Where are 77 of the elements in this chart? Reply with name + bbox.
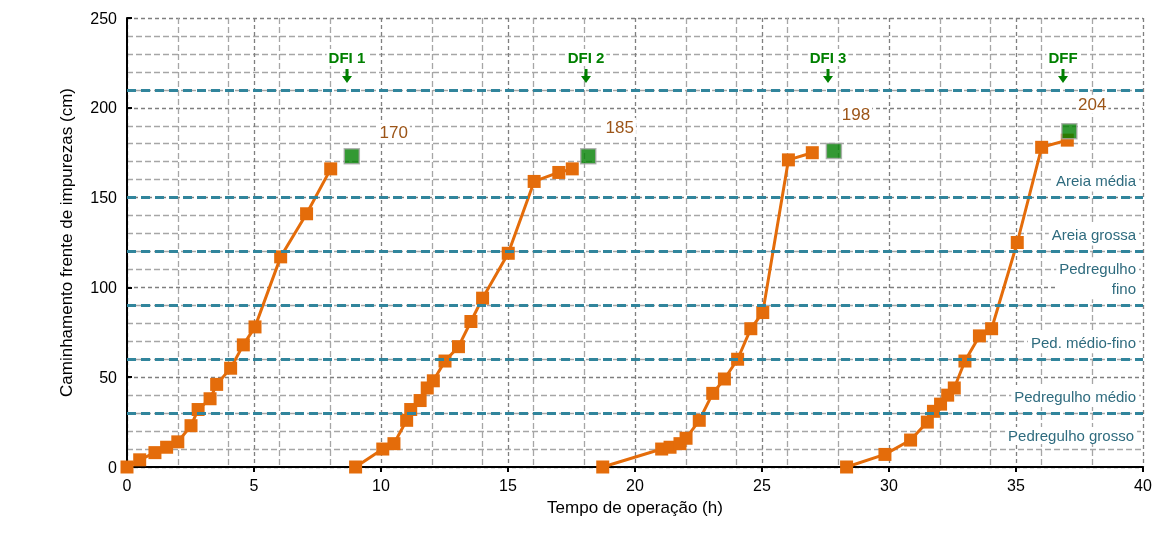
x-axis-title: Tempo de operação (h) [547,498,723,517]
point [171,435,185,449]
point [451,340,465,354]
annotation: 198 [841,105,871,125]
point [210,377,224,391]
point [878,447,892,461]
x-tick-label: 5 [249,476,259,494]
annotation: 170 [379,123,408,143]
y-tick-label: 200 [90,99,118,117]
point [781,153,795,167]
point [324,162,338,176]
y-tick-label: 150 [90,189,118,207]
point [717,372,731,386]
point [184,419,198,433]
point [904,433,918,447]
y-axis-title: Caminhamento frente de impurezas (cm) [57,88,76,397]
point [387,437,401,451]
point [224,361,238,375]
ref-line-label: Pedregulho médio [1014,387,1136,405]
ref-line-label: Areia grossa [1051,225,1137,243]
annotation: 185 [605,118,634,138]
point [744,322,758,336]
x-tick-label: 0 [122,476,132,494]
point [248,320,262,334]
annotation: DFI 3 [809,49,847,67]
annotation: DFI 1 [328,49,366,67]
point [527,174,541,188]
point [236,338,250,352]
point [120,460,134,474]
point [679,431,693,445]
point [464,315,478,329]
point [756,306,770,320]
ref-line-label: Areia média [1055,172,1137,190]
x-tick-label: 10 [372,476,390,494]
y-tick-label: 0 [108,458,118,476]
point [596,460,610,474]
x-tick-label: 20 [626,476,644,494]
point [565,162,579,176]
point [840,460,854,474]
point [1061,122,1078,140]
x-tick-label: 25 [753,476,771,494]
point [426,374,440,388]
point [825,142,843,160]
ref-line-label: Pedregulho fino [1059,259,1136,297]
point [160,440,174,454]
point [349,460,363,474]
point [476,291,490,305]
point [552,165,566,179]
point [376,442,390,456]
y-tick-label: 100 [90,278,118,296]
annotation: DFF [1048,49,1078,67]
annotation: DFI 2 [567,49,605,67]
point [413,394,427,408]
y-tick-label: 250 [90,9,118,27]
point [972,329,986,343]
point [1035,140,1049,154]
point [580,148,597,165]
point [805,146,819,160]
point [706,386,720,400]
annotation: Pedregulho grosso [1008,427,1134,444]
point [920,415,934,429]
point [133,453,147,467]
annotation: 204 [1078,94,1107,114]
x-tick-label: 30 [880,476,898,494]
point [203,392,217,406]
x-tick-label: 35 [1007,476,1025,494]
y-tick-label: 50 [99,368,118,386]
point [692,413,706,427]
x-tick-label: 40 [1134,476,1152,494]
point [985,322,999,336]
point [148,446,162,460]
point [300,207,314,221]
point [947,381,961,395]
x-tick-label: 15 [499,476,517,494]
point [1010,236,1024,249]
point [343,148,361,165]
ref-line-label: Ped. médio-fino [1030,333,1136,351]
